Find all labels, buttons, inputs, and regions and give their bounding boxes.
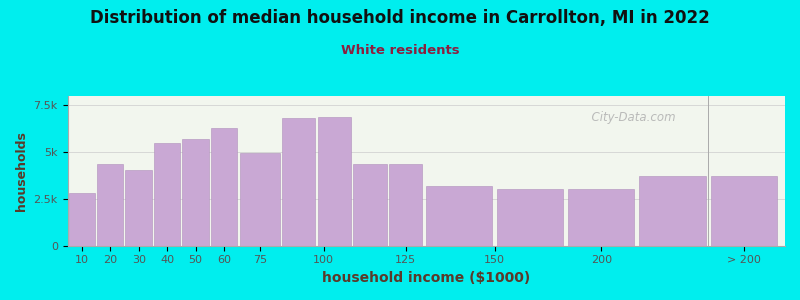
Bar [639,176,706,246]
Bar [282,118,315,246]
Bar [318,117,351,246]
Bar [97,164,123,246]
Text: City-Data.com: City-Data.com [584,111,676,124]
Bar [497,189,563,246]
Bar [389,164,422,246]
Bar [126,170,152,246]
Bar [426,186,492,246]
Bar [154,143,181,246]
Text: White residents: White residents [341,44,459,56]
Bar [710,176,777,246]
Bar [211,128,238,246]
Bar [568,189,634,246]
Text: Distribution of median household income in Carrollton, MI in 2022: Distribution of median household income … [90,9,710,27]
Bar [69,193,95,246]
Y-axis label: households: households [15,131,28,211]
Bar [182,139,209,246]
X-axis label: household income ($1000): household income ($1000) [322,271,530,285]
Bar [354,164,386,246]
Bar [240,153,279,246]
